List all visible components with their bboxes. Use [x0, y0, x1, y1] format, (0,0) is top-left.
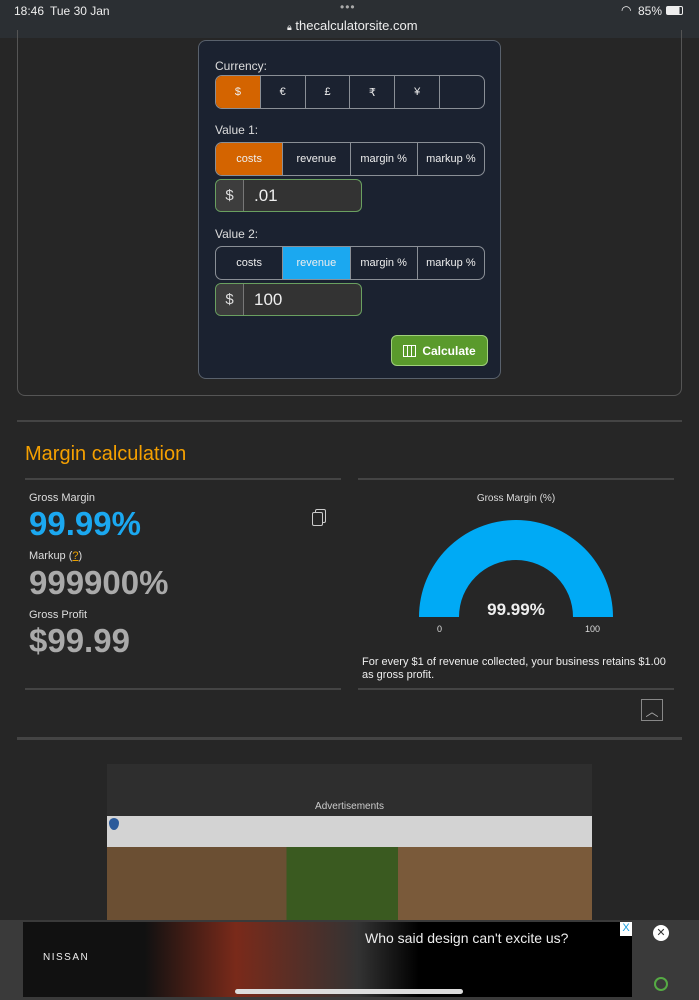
- divider: [25, 478, 341, 480]
- divider: [25, 688, 341, 690]
- option-margin %[interactable]: margin %: [351, 143, 418, 175]
- gauge-chart: [419, 519, 613, 617]
- nissan-logo: NISSAN: [43, 952, 90, 963]
- currency-prefix: $: [216, 284, 244, 315]
- option-markup %[interactable]: markup %: [426, 153, 476, 165]
- option-¥[interactable]: ¥: [395, 76, 441, 108]
- value2-text[interactable]: 100: [254, 289, 283, 309]
- gauge-value: 99.99%: [487, 600, 545, 619]
- lock-icon: 🔒︎: [287, 22, 292, 32]
- gauge-min: 0: [437, 624, 443, 634]
- ad-close-x-icon[interactable]: X: [620, 922, 632, 936]
- battery-level: 85%: [638, 4, 663, 18]
- scroll-top-button[interactable]: ︿: [641, 699, 663, 721]
- calculator-form: Currency: $ € £ ₹ ¥ Value 1: costs revenue mar…: [198, 40, 501, 379]
- calculate-label: Calculate: [422, 343, 476, 358]
- chevron-up-icon: ︿: [645, 704, 659, 719]
- calculator-card: [17, 30, 682, 396]
- results-title: Margin calculation: [25, 443, 187, 465]
- summary-text: For every $1 of revenue collected, your …: [362, 656, 666, 681]
- option-margin %[interactable]: margin %: [351, 247, 418, 279]
- value2-input[interactable]: $100: [215, 283, 362, 316]
- banner-text: Who said design can't excite us?: [365, 930, 569, 946]
- divider: [358, 478, 674, 480]
- currency-label: Currency:: [215, 59, 268, 73]
- url: thecalculatorsite.com: [295, 18, 418, 33]
- value1-type-tabs: costs revenue margin % markup %: [215, 142, 485, 176]
- copy-icon[interactable]: [312, 512, 323, 526]
- browser-status-bar: 18:46 Tue 30 Jan ••• ◠ 85% 🔒︎ thecalcula…: [0, 0, 699, 38]
- value1-text[interactable]: .01: [254, 185, 278, 205]
- option-€[interactable]: €: [261, 76, 306, 108]
- clock: 18:46: [14, 4, 45, 18]
- divider: [358, 688, 674, 690]
- markup-value: 999900%: [29, 564, 169, 601]
- value1-label: Value 1:: [215, 123, 259, 137]
- ads-label: Advertisements: [315, 801, 384, 812]
- gauge-max: 100: [585, 624, 601, 634]
- gross-profit-label: Gross Profit: [29, 609, 88, 621]
- divider: [17, 737, 682, 740]
- option-£[interactable]: £: [306, 76, 351, 108]
- gross-profit-value: $99.99: [29, 622, 130, 659]
- currency-selector: $ € £ ₹ ¥: [215, 75, 485, 109]
- option-revenue[interactable]: revenue: [283, 247, 351, 279]
- gauge-arc: [419, 519, 613, 617]
- option-blank[interactable]: [440, 76, 484, 108]
- close-icon[interactable]: ✕: [653, 925, 669, 941]
- calculate-button[interactable]: Calculate: [391, 335, 488, 366]
- wifi-icon: ◠: [621, 3, 632, 17]
- ad-container: Advertisements: [107, 764, 592, 924]
- gauge-title: Gross Margin (%): [476, 493, 556, 504]
- home-indicator: [235, 989, 463, 994]
- value2-label: Value 2:: [215, 227, 259, 241]
- markup-label: Markup (?): [29, 550, 83, 562]
- address-bar[interactable]: 🔒︎ thecalculatorsite.com: [287, 18, 418, 33]
- battery-icon: [666, 6, 683, 15]
- markup-help-link[interactable]: ?: [72, 550, 79, 562]
- gross-margin-value: 99.99%: [29, 505, 141, 542]
- value2-type-tabs: costs revenue margin % markup %: [215, 246, 485, 280]
- option-markup %[interactable]: markup %: [426, 257, 476, 269]
- value1-input[interactable]: $ .01: [215, 179, 362, 212]
- bottom-ad-banner: NISSAN Who said design can't excite us? …: [0, 920, 699, 1000]
- date: Tue 30 Jan: [50, 4, 110, 18]
- ad-image[interactable]: [107, 847, 592, 924]
- spreadsheet-icon: [403, 344, 417, 357]
- option-costs[interactable]: costs: [216, 143, 284, 175]
- ad-choices-icon[interactable]: [109, 818, 119, 830]
- option-$[interactable]: $: [216, 76, 261, 108]
- option-revenue[interactable]: revenue: [283, 143, 351, 175]
- gross-margin-label: Gross Margin: [29, 492, 96, 504]
- tab-dots-icon[interactable]: •••: [340, 0, 356, 14]
- ad-strip: [107, 816, 592, 847]
- divider: [17, 420, 682, 422]
- ad-badge-icon: [654, 977, 668, 991]
- option-costs[interactable]: costs: [216, 247, 284, 279]
- currency-prefix: $: [216, 180, 244, 211]
- banner-ad[interactable]: NISSAN Who said design can't excite us? …: [23, 922, 632, 997]
- option-₹[interactable]: ₹: [350, 76, 396, 108]
